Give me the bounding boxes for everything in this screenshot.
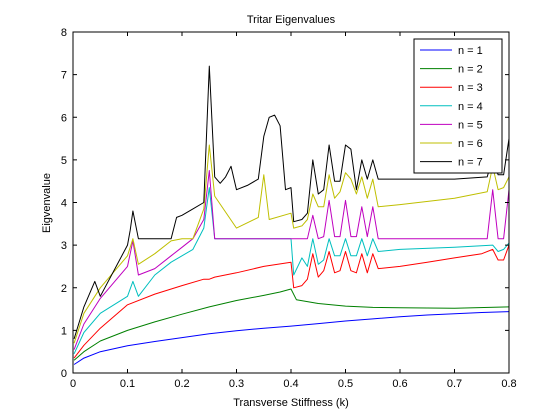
legend-label-5: n = 5 — [458, 119, 483, 131]
y-tick-label: 8 — [61, 27, 67, 39]
legend-label-1: n = 1 — [458, 45, 483, 57]
series-line-6 — [73, 144, 510, 344]
legend-label-3: n = 3 — [458, 82, 483, 94]
y-tick-label: 0 — [61, 368, 67, 380]
x-tick-label: 0.8 — [501, 378, 516, 390]
legend-label-4: n = 4 — [458, 101, 483, 113]
chart-title: Tritar Eigenvalues — [247, 14, 336, 26]
x-tick-label: 0 — [70, 378, 76, 390]
series-line-1 — [73, 311, 510, 365]
series-line-7 — [73, 65, 510, 340]
legend-label-2: n = 2 — [458, 64, 483, 76]
x-tick-label: 0.7 — [447, 378, 462, 390]
legend: n = 1 n = 2 n = 3 n = 4 n = 5 n = 6 n = 7 — [413, 38, 503, 174]
y-tick-label: 7 — [61, 70, 67, 82]
series-layer — [73, 65, 510, 365]
y-tick-label: 5 — [61, 155, 67, 167]
x-tick-label: 0.2 — [174, 378, 189, 390]
legend-label-6: n = 6 — [458, 138, 483, 150]
y-tick-label: 4 — [61, 198, 67, 210]
series-line-5 — [73, 170, 510, 350]
x-tick-label: 0.3 — [229, 378, 244, 390]
y-tick-label: 2 — [61, 283, 67, 295]
x-tick-label: 0.1 — [120, 378, 135, 390]
y-tick-label: 3 — [61, 240, 67, 252]
legend-label-7: n = 7 — [458, 157, 483, 169]
series-line-3 — [73, 244, 510, 359]
series-line-4 — [73, 187, 510, 355]
legend-box — [413, 38, 503, 174]
y-axis-label: Eigvenvalue — [41, 173, 53, 233]
y-axis-ticks: 0 1 2 3 4 5 6 7 8 — [61, 27, 509, 380]
x-tick-label: 0.4 — [283, 378, 298, 390]
x-axis-label: Transverse Stiffness (k) — [233, 397, 349, 409]
x-tick-label: 0.5 — [338, 378, 353, 390]
y-tick-label: 1 — [61, 325, 67, 337]
series-line-2 — [73, 288, 510, 361]
x-axis-ticks: 0 0.1 0.2 0.3 0.4 0.5 0.6 0.7 0.8 — [70, 32, 517, 390]
y-tick-label: 6 — [61, 112, 67, 124]
x-tick-label: 0.6 — [392, 378, 407, 390]
